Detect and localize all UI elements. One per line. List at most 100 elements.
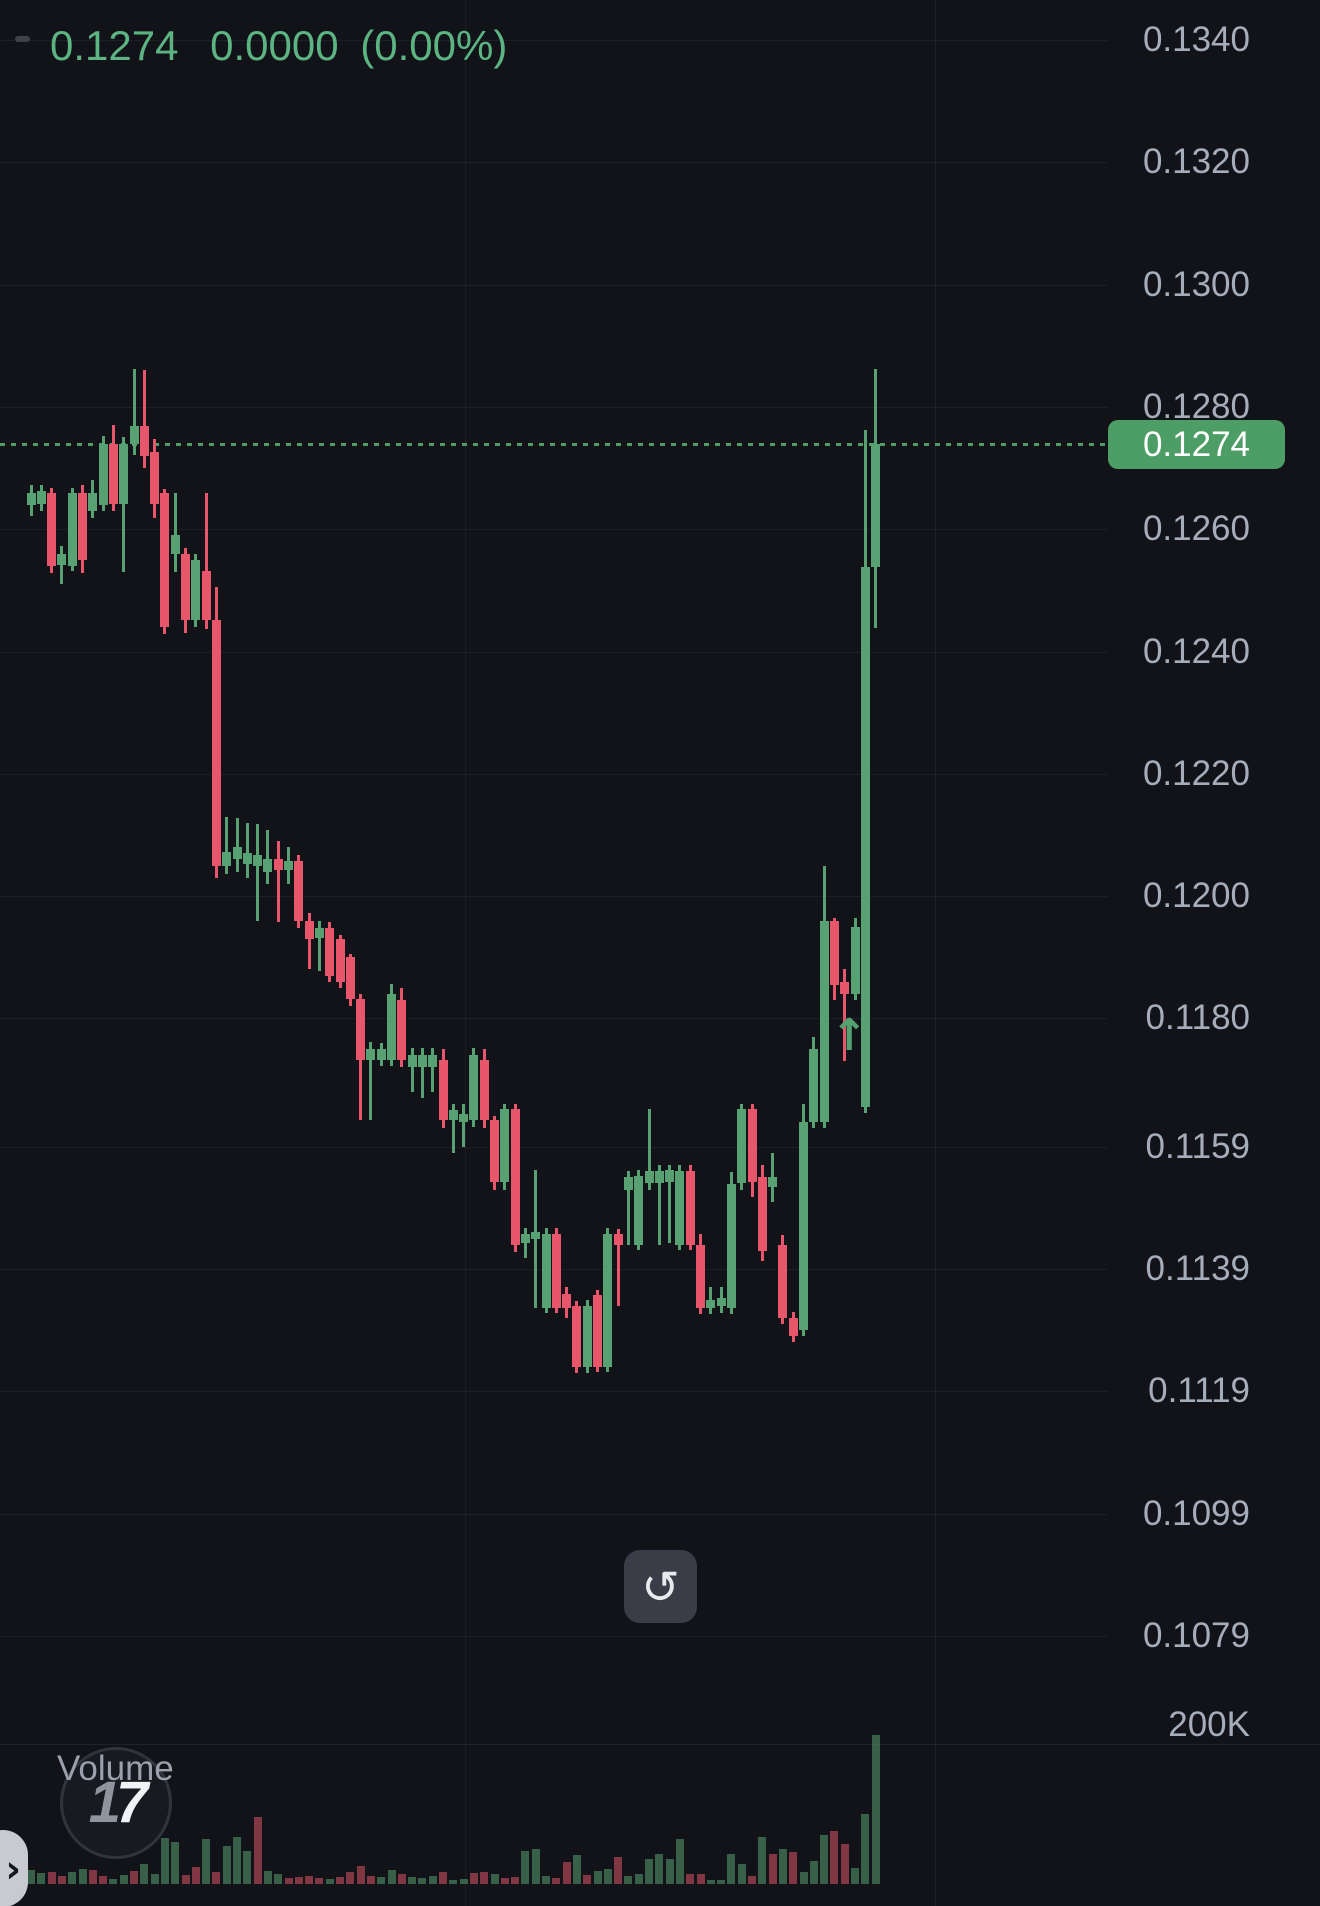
candle	[531, 1232, 541, 1239]
horizontal-gridline	[0, 774, 1108, 775]
candle-wick	[657, 1165, 661, 1245]
volume-bar	[315, 1877, 324, 1884]
price-axis-label: 0.1079	[1142, 1616, 1250, 1655]
volume-bar	[305, 1876, 314, 1884]
candle	[345, 957, 355, 999]
candle	[520, 1233, 530, 1244]
candle	[737, 1108, 747, 1184]
candle	[510, 1108, 520, 1245]
horizontal-gridline	[0, 1514, 1108, 1515]
volume-bar	[521, 1850, 530, 1884]
volume-bar	[336, 1876, 344, 1884]
candle	[98, 443, 108, 505]
horizontal-gridline	[0, 1391, 1108, 1392]
candle	[170, 535, 180, 554]
horizontal-gridline	[0, 407, 1108, 408]
buy-marker-arrow-up-icon: ↑	[830, 1010, 868, 1061]
candle	[572, 1305, 582, 1367]
candle	[850, 926, 860, 994]
horizontal-gridline	[0, 285, 1108, 286]
volume-axis-max-label: 200K	[1168, 1705, 1250, 1744]
expand-panel-button[interactable]: ›	[0, 1830, 28, 1906]
volume-bar	[490, 1873, 499, 1884]
candle-wick	[122, 437, 126, 572]
volume-bar	[428, 1876, 437, 1884]
price-axis-label: 0.1340	[1142, 20, 1250, 59]
refresh-button[interactable]: ↺	[624, 1550, 697, 1623]
candle	[469, 1055, 479, 1120]
watermark-text: 17	[88, 1770, 149, 1835]
volume-bar	[418, 1877, 427, 1884]
volume-bar	[531, 1849, 540, 1884]
horizontal-gridline	[0, 40, 1108, 41]
candle	[593, 1294, 602, 1367]
candle-wick	[626, 1171, 630, 1245]
candle-wick	[534, 1170, 538, 1308]
volume-bar	[325, 1879, 334, 1884]
candle	[603, 1234, 613, 1367]
price-axis-label: 0.1240	[1142, 632, 1250, 671]
candle-wick	[245, 822, 249, 878]
last-price-line	[0, 443, 1108, 446]
candle	[788, 1318, 798, 1337]
volume-bar	[181, 1875, 190, 1884]
candle	[253, 854, 263, 866]
price-axis-label: 0.1119	[1148, 1371, 1250, 1410]
candle-wick	[317, 920, 321, 971]
volume-bar	[706, 1880, 715, 1884]
candle	[778, 1244, 788, 1319]
chevron-right-icon: ›	[5, 1846, 21, 1891]
candle	[201, 570, 211, 620]
volume-bar	[99, 1876, 108, 1884]
candle	[376, 1048, 386, 1060]
candle-wick	[235, 817, 239, 872]
volume-bar	[665, 1859, 674, 1884]
volume-bar	[397, 1873, 406, 1884]
volume-bar	[202, 1838, 211, 1884]
volume-bar	[57, 1876, 66, 1884]
volume-bar	[717, 1880, 726, 1884]
volume-bar	[150, 1873, 159, 1884]
candle	[696, 1244, 705, 1308]
candle-wick	[462, 1104, 466, 1147]
candle	[490, 1119, 499, 1183]
candle	[284, 860, 293, 871]
candle	[809, 1048, 819, 1123]
candle	[150, 452, 160, 504]
volume-bar	[583, 1875, 592, 1884]
volume-bar	[655, 1853, 664, 1884]
volume-bar	[542, 1876, 550, 1884]
volume-bar	[572, 1855, 581, 1884]
candle	[479, 1059, 489, 1120]
horizontal-gridline	[0, 652, 1108, 653]
volume-bar	[614, 1856, 623, 1884]
horizontal-gridline	[0, 896, 1108, 897]
volume-bar	[830, 1830, 839, 1884]
pane-separator	[0, 1744, 1320, 1745]
volume-bar	[861, 1814, 870, 1884]
candle	[623, 1177, 633, 1190]
candle	[387, 993, 396, 1060]
candle	[582, 1305, 592, 1367]
candle-wick	[647, 1108, 651, 1190]
volume-bar	[562, 1861, 571, 1884]
refresh-icon: ↺	[641, 1559, 680, 1614]
candle	[407, 1055, 417, 1068]
candle	[160, 492, 170, 628]
candle	[304, 920, 314, 939]
candle	[78, 492, 87, 560]
price-axis-label: 0.1200	[1142, 876, 1250, 915]
volume-bar	[593, 1871, 602, 1884]
price-axis-label: 0.1300	[1142, 265, 1250, 304]
candle-wick	[431, 1047, 435, 1092]
volume-pane-title: Volume	[57, 1749, 174, 1788]
horizontal-gridline	[0, 1018, 1108, 1019]
volume-bar	[191, 1867, 200, 1884]
candle	[273, 859, 283, 871]
candle	[613, 1234, 623, 1245]
candle-wick	[256, 823, 260, 921]
candle	[232, 847, 242, 860]
broker-watermark-logo: 17	[60, 1747, 172, 1859]
volume-bar	[624, 1876, 633, 1884]
